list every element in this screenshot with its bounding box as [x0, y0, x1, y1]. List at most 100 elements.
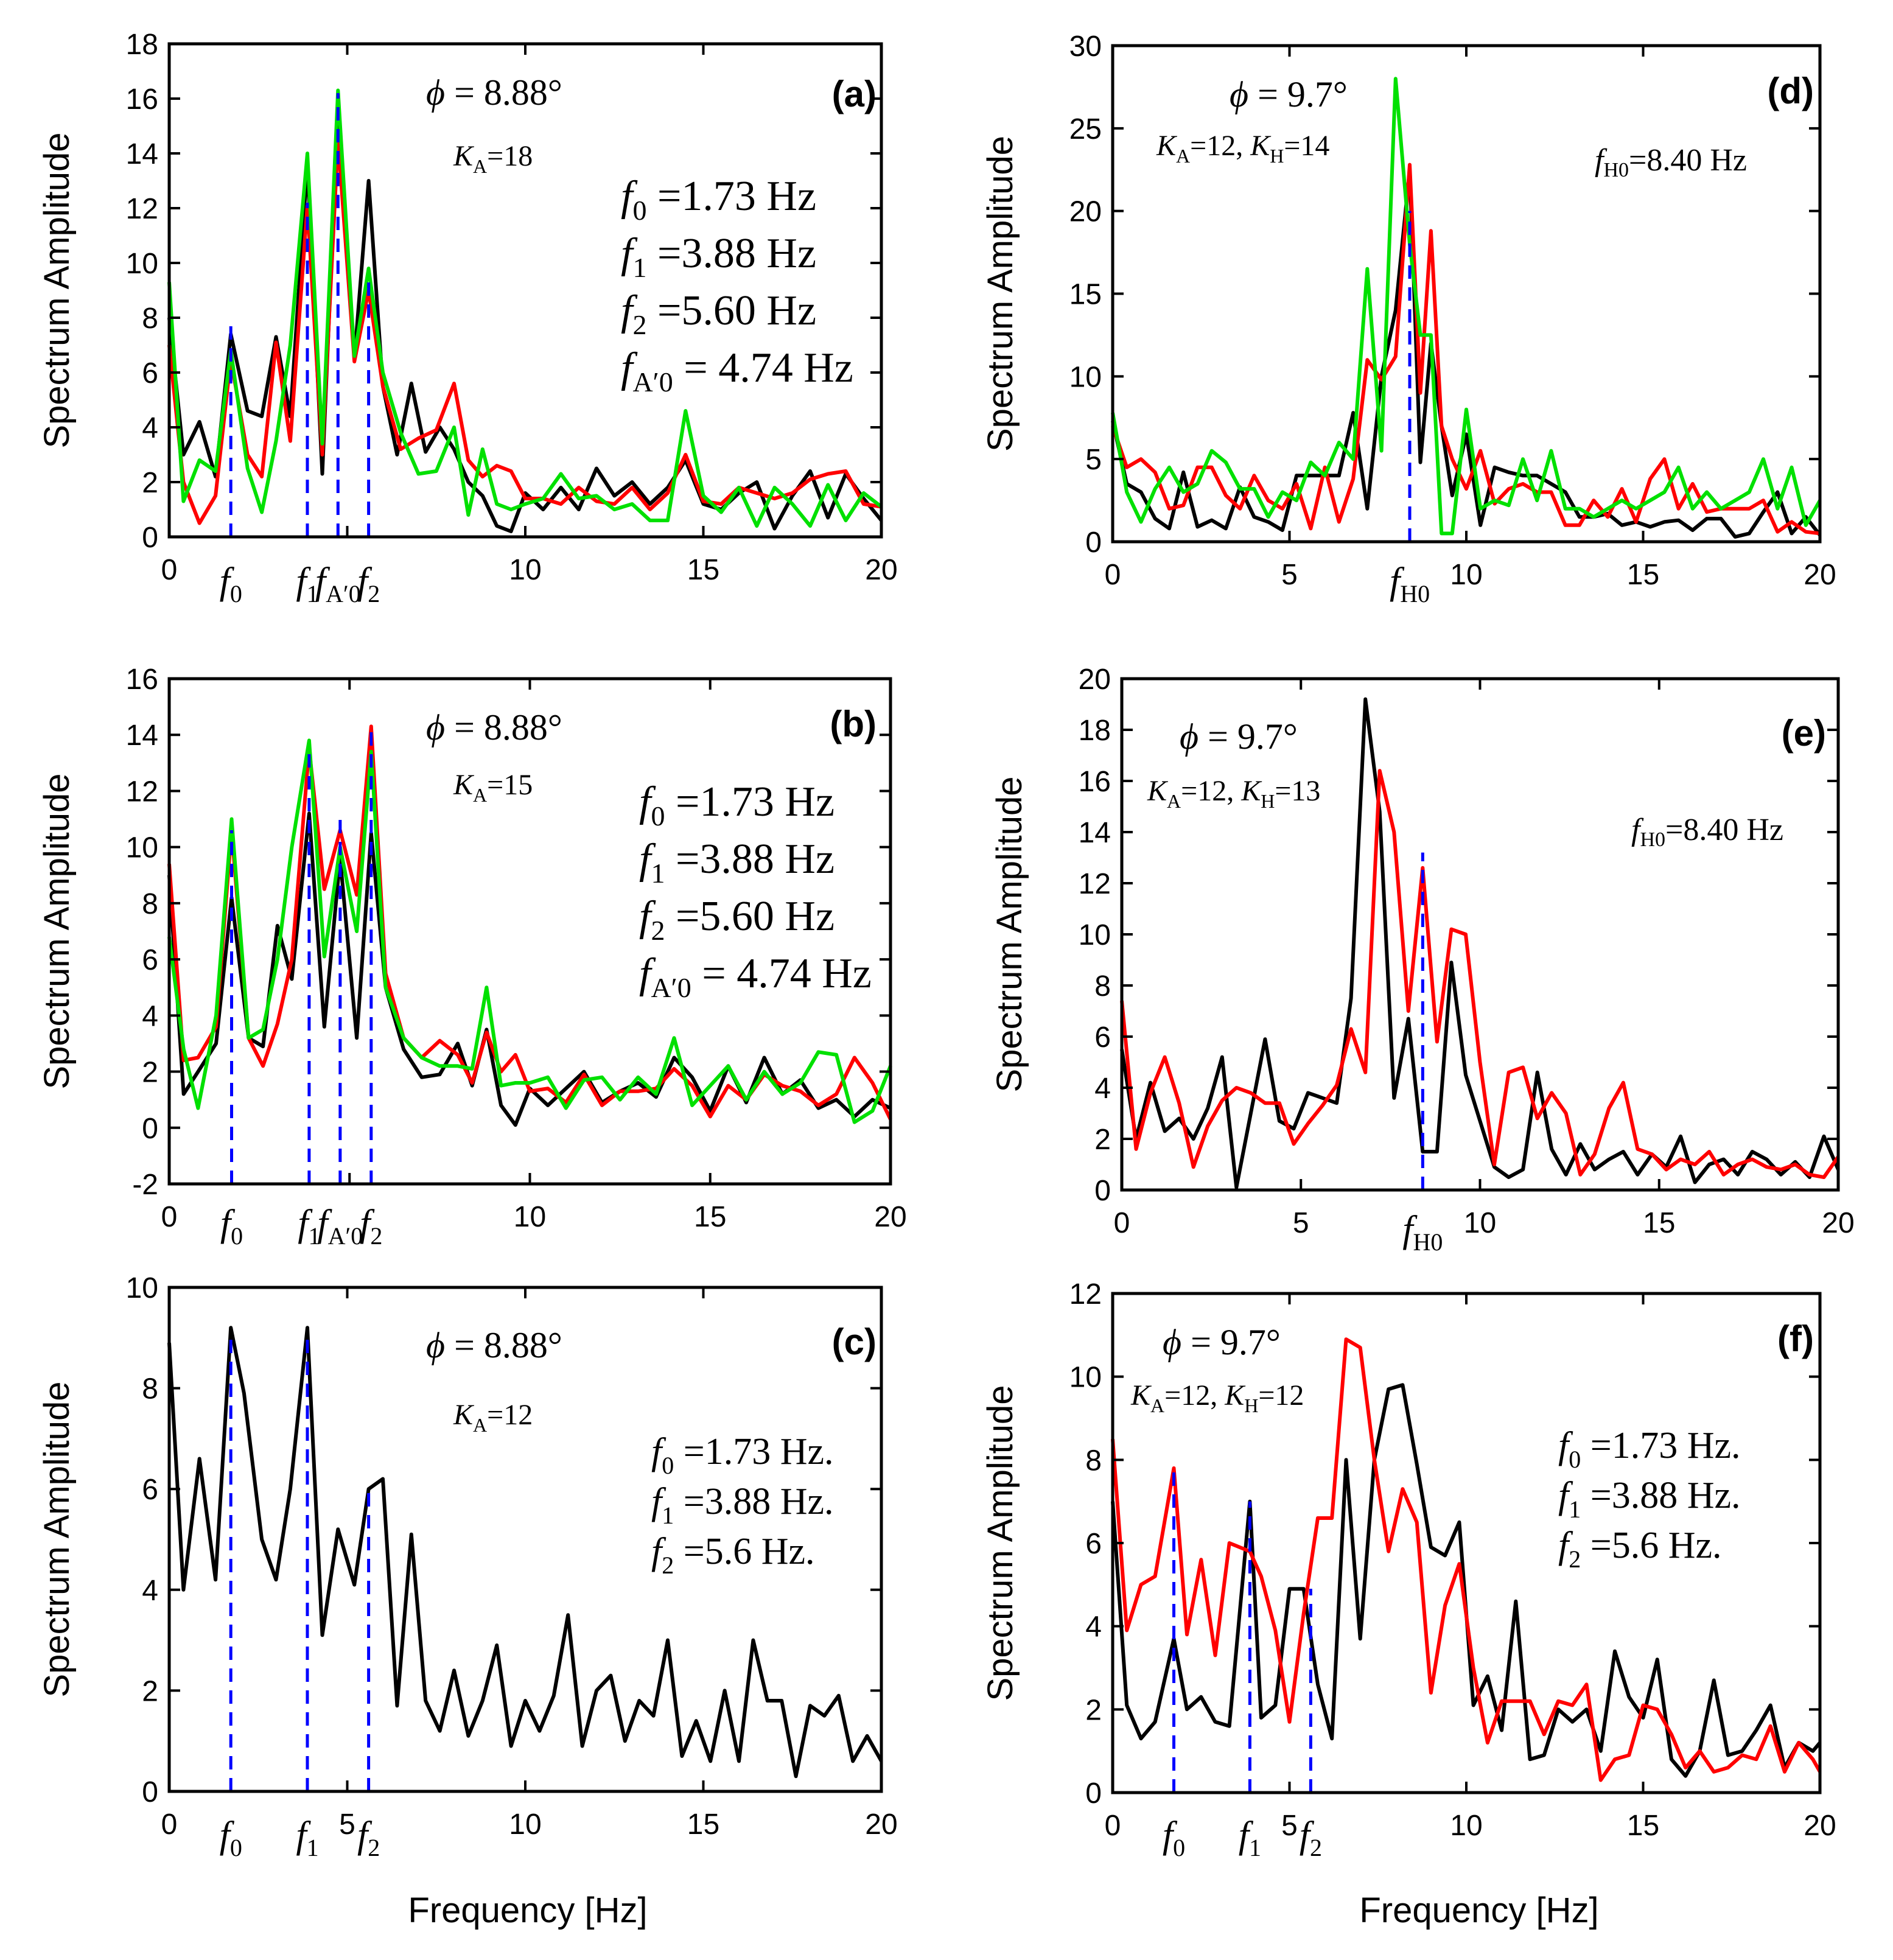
y-axis-title: Spectrum Amplitude: [37, 773, 77, 1089]
y-tick-label: 8: [142, 1373, 158, 1405]
phi-annotation: ϕ = 8.88°: [426, 1325, 562, 1365]
marker-label-sub: 2: [370, 1222, 382, 1250]
freq-value: =1.73 Hz.: [1581, 1425, 1740, 1466]
k-symbol: K: [453, 769, 475, 801]
k-symbol: K: [1250, 130, 1272, 162]
y-tick-label: 20: [1069, 196, 1102, 228]
y-tick-label: 10: [1079, 919, 1111, 951]
k-value: =18: [487, 140, 533, 172]
freq-line: f2 =5.60 Hz: [621, 287, 816, 340]
k-parameters: KA=15: [453, 769, 533, 806]
freq-sub: 1: [662, 1502, 674, 1529]
y-tick-label: 8: [142, 303, 158, 335]
freq-line: fA′0 = 4.74 Hz: [621, 345, 853, 397]
freq-sub: 1: [632, 252, 646, 283]
marker-label-sub: H0: [1413, 1228, 1443, 1256]
x-tick-label: 10: [514, 1201, 546, 1233]
marker-label-sub: 1: [307, 580, 319, 607]
y-tick-label: 6: [142, 357, 158, 390]
y-tick-label: 4: [142, 1000, 158, 1032]
y-tick-label: 4: [1094, 1073, 1111, 1105]
x-axis-title-right: Frequency [Hz]: [1359, 1891, 1598, 1930]
freq-sub: 2: [632, 309, 646, 340]
k-parameters: KA=12, KH=14: [1156, 130, 1329, 167]
freq-value: =3.88 Hz: [665, 836, 835, 883]
freq-value: =1.73 Hz: [665, 779, 835, 825]
x-tick-label: 0: [161, 1808, 178, 1841]
k-symbol: K: [453, 140, 475, 172]
y-tick-label: 10: [1069, 1362, 1102, 1394]
k-symbol: K: [1240, 775, 1262, 807]
k-symbol: K: [453, 1399, 475, 1431]
phi-annotation: ϕ = 8.88°: [426, 72, 562, 113]
x-tick-label: 10: [1464, 1207, 1496, 1239]
k-value: =14: [1284, 130, 1329, 162]
y-tick-label: 10: [126, 248, 158, 280]
y-tick-label: 10: [1069, 361, 1102, 393]
freq-line: fA′0 = 4.74 Hz: [639, 950, 872, 1003]
y-tick-label: 16: [126, 663, 158, 696]
x-tick-label: 15: [1643, 1207, 1675, 1239]
y-tick-label: 6: [142, 1474, 158, 1506]
fh0-sub: H0: [1640, 828, 1665, 851]
y-tick-label: 0: [142, 1776, 158, 1808]
marker-label: f2: [357, 561, 380, 607]
marker-label-sub: 2: [1310, 1834, 1322, 1861]
phi-value: = 8.88°: [445, 707, 562, 747]
y-tick-label: 4: [142, 412, 158, 444]
k-sub: A: [473, 784, 487, 806]
k-sub: A: [1167, 790, 1181, 812]
freq-sub: A′0: [632, 366, 673, 397]
x-tick-label: 20: [865, 554, 897, 586]
y-tick-label: 12: [1069, 1278, 1102, 1311]
x-tick-label: 5: [1281, 1810, 1298, 1842]
x-tick-label: 0: [1114, 1207, 1130, 1239]
y-axis-title: Spectrum Amplitude: [981, 1385, 1020, 1701]
y-tick-label: 0: [1085, 527, 1102, 559]
y-axis-title: Spectrum Amplitude: [37, 1381, 77, 1697]
freq-value: =5.60 Hz: [665, 893, 835, 940]
panel-label: (b): [830, 704, 877, 744]
marker-label-sub: 1: [309, 1222, 321, 1250]
x-tick-label: 15: [687, 1808, 719, 1841]
y-tick-label: 18: [126, 29, 158, 61]
series-black-line: [167, 1326, 883, 1779]
panel-label: (e): [1782, 713, 1826, 754]
y-tick-label: 18: [1079, 715, 1111, 747]
freq-value: =5.6 Hz.: [674, 1531, 814, 1572]
series-green-line: [167, 738, 892, 1124]
phi-symbol: ϕ: [1180, 716, 1198, 757]
freq-line: f2 =5.6 Hz.: [1558, 1525, 1722, 1573]
series-green-line: [1111, 77, 1822, 536]
freq-line: f0 =1.73 Hz: [621, 173, 816, 226]
x-tick-label: 15: [1627, 559, 1659, 591]
x-tick-label: 10: [1450, 559, 1482, 591]
x-tick-label: 10: [509, 554, 541, 586]
x-tick-label: 20: [874, 1201, 906, 1233]
marker-label: f1: [296, 561, 318, 607]
phi-symbol: ϕ: [426, 1325, 445, 1365]
freq-value: =3.88 Hz: [646, 230, 816, 277]
y-tick-label: 16: [1079, 766, 1111, 798]
freq-sub: A′0: [651, 972, 691, 1003]
k-symbol: K: [1156, 130, 1178, 162]
fh0-annotation: fH0=8.40 Hz: [1595, 143, 1747, 181]
freq-value: =3.88 Hz.: [674, 1481, 833, 1522]
phi-symbol: ϕ: [426, 707, 445, 747]
freq-sub: 0: [632, 195, 646, 226]
marker-label-sub: 1: [1249, 1834, 1261, 1861]
marker-label: fH0: [1402, 1209, 1443, 1256]
freq-value: =5.60 Hz: [646, 287, 816, 334]
freq-sub: 1: [1569, 1496, 1581, 1523]
x-tick-label: 0: [161, 1201, 178, 1233]
panel-e: fH0 0 2 4 6 8 10 12 14 16 18 20 0 5 10 15 20 Spectrum Amp…: [990, 663, 1855, 1256]
phi-symbol: ϕ: [1163, 1322, 1181, 1362]
x-tick-label: 15: [1627, 1810, 1659, 1842]
marker-label: f1: [296, 1815, 318, 1861]
freq-sub: 0: [662, 1452, 674, 1479]
